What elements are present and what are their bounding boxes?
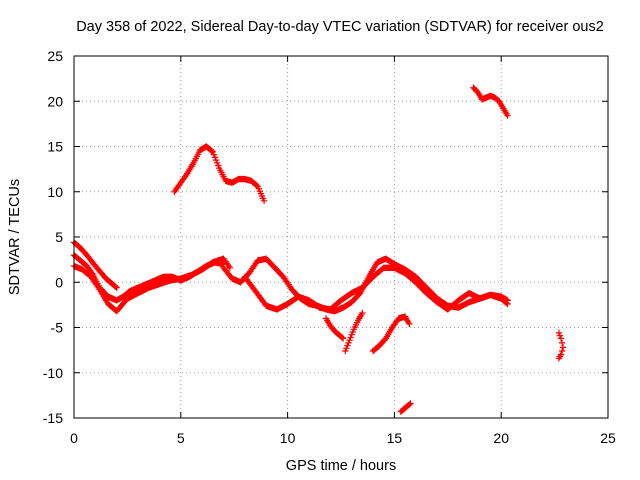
y-tick-label: 10 (47, 184, 63, 200)
x-tick-label: 25 (600, 430, 616, 446)
x-tick-label: 5 (177, 430, 185, 446)
axis-ticks (73, 55, 609, 419)
y-tick-label: 20 (47, 93, 63, 109)
data-point-markers (241, 264, 511, 313)
series-track-d (171, 143, 268, 204)
series-track-l (555, 329, 567, 362)
data-point-markers (171, 143, 268, 204)
data-point-markers (397, 400, 414, 415)
data-point-markers (470, 84, 511, 119)
x-axis-label: GPS time / hours (286, 458, 396, 474)
x-tick-label: 20 (493, 430, 509, 446)
data-point-markers (70, 251, 227, 304)
y-tick-label: -5 (51, 320, 64, 336)
chart-title: Day 358 of 2022, Sidereal Day-to-day VTE… (76, 19, 604, 35)
y-tick-label: -15 (43, 410, 63, 426)
series-track-i (369, 313, 413, 355)
y-tick-label: 25 (47, 48, 63, 64)
y-tick-label: 0 (55, 274, 63, 290)
data-point-markers (555, 329, 567, 362)
data-points (70, 84, 567, 415)
y-tick-labels: -15 -10 -5 0 5 10 15 20 25 (43, 48, 63, 426)
y-tick-label: -10 (43, 365, 63, 381)
x-tick-labels: 0 5 10 15 20 25 (70, 430, 616, 446)
x-tick-label: 15 (387, 430, 403, 446)
y-tick-label: 5 (55, 229, 63, 245)
series-track-g (322, 315, 347, 342)
data-point-markers (322, 315, 347, 342)
data-point-markers (342, 309, 366, 355)
series-track-f (241, 264, 511, 313)
data-point-markers (369, 313, 413, 355)
y-tick-label: 15 (47, 139, 63, 155)
series-track-a (70, 251, 227, 304)
series-track-h (342, 309, 366, 355)
x-tick-label: 0 (70, 430, 78, 446)
x-tick-label: 10 (280, 430, 296, 446)
series-track-j (397, 400, 414, 415)
grid-lines (74, 56, 608, 418)
y-axis-label: SDTVAR / TECUs (7, 179, 23, 295)
series-track-k (470, 84, 511, 119)
